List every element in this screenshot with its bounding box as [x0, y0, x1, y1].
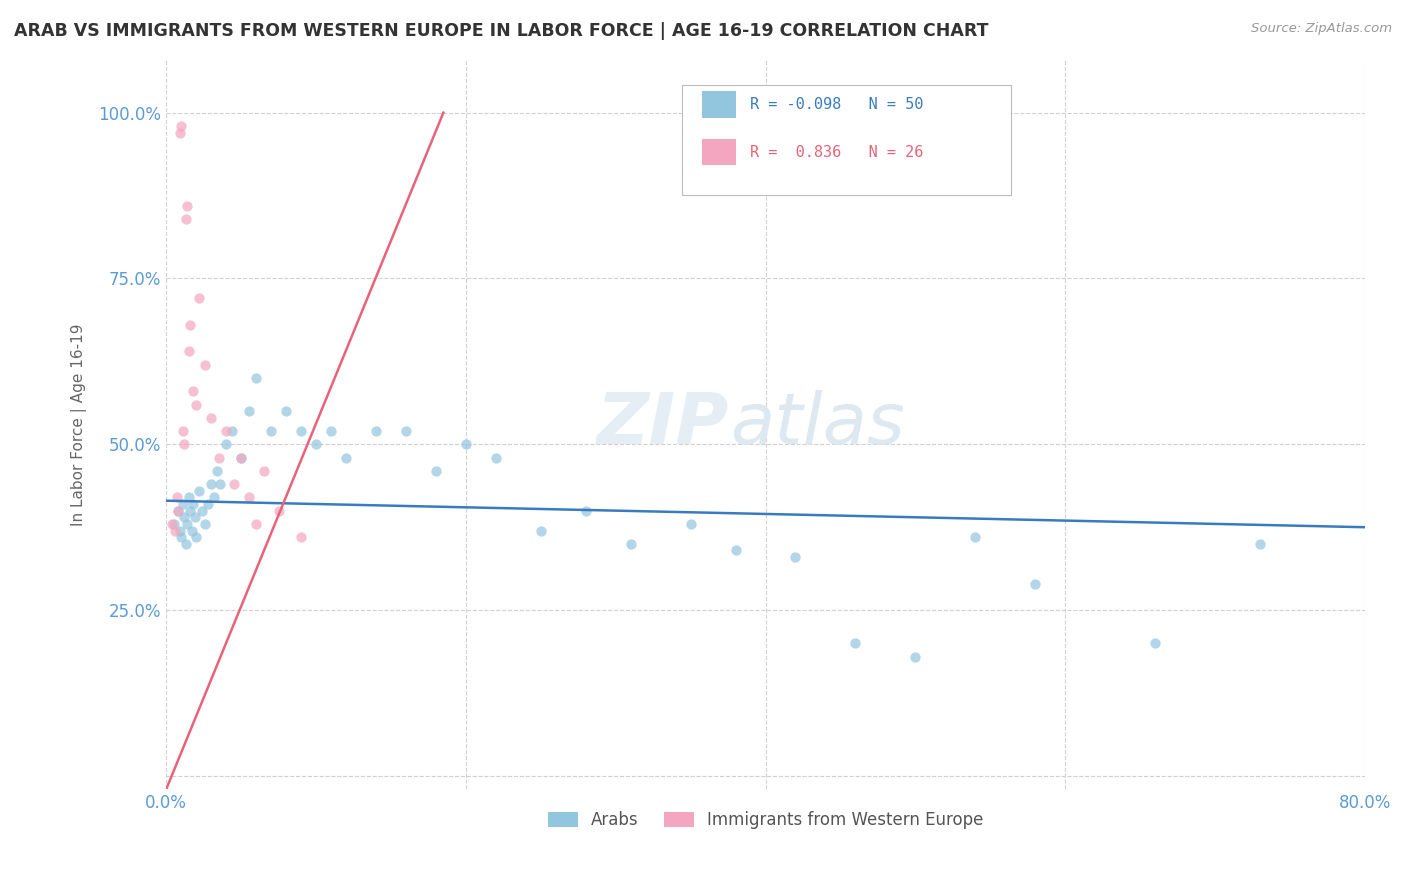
Text: R =  0.836   N = 26: R = 0.836 N = 26 [749, 145, 924, 160]
Point [188, 292, 211, 306]
Point [181, 497, 204, 511]
Point [238, 491, 260, 505]
Point [186, 397, 208, 411]
Point [179, 503, 201, 517]
Text: Source: ZipAtlas.com: Source: ZipAtlas.com [1251, 22, 1392, 36]
Point [183, 510, 205, 524]
Point [335, 450, 357, 465]
Point [965, 530, 987, 544]
Point [200, 410, 222, 425]
Point [163, 516, 186, 531]
Point [169, 524, 191, 538]
Point [173, 510, 195, 524]
Point [165, 524, 187, 538]
Point [679, 516, 702, 531]
Point [170, 119, 193, 133]
Point [174, 537, 197, 551]
Point [176, 198, 198, 212]
Point [215, 424, 238, 438]
Point [179, 318, 201, 332]
Point [454, 437, 477, 451]
Point [205, 464, 228, 478]
FancyBboxPatch shape [702, 91, 735, 118]
Point [200, 477, 222, 491]
Point [197, 497, 219, 511]
Point [274, 404, 297, 418]
Point [180, 524, 202, 538]
Point [245, 371, 267, 385]
Point [1024, 576, 1046, 591]
Point [167, 503, 190, 517]
Point [290, 424, 312, 438]
Point [252, 464, 274, 478]
Point [620, 537, 643, 551]
Point [229, 450, 252, 465]
Point [1144, 636, 1167, 650]
Point [173, 437, 195, 451]
Point [904, 649, 927, 664]
Point [181, 384, 204, 399]
Point [177, 344, 200, 359]
Point [319, 424, 342, 438]
Point [221, 424, 243, 438]
Point [174, 211, 197, 226]
Point [166, 491, 188, 505]
Point [176, 516, 198, 531]
Point [222, 477, 245, 491]
Point [290, 530, 312, 544]
Point [305, 437, 328, 451]
Point [245, 516, 267, 531]
Point [260, 424, 283, 438]
FancyBboxPatch shape [702, 139, 735, 165]
Point [844, 636, 866, 650]
Point [202, 491, 225, 505]
Legend: Arabs, Immigrants from Western Europe: Arabs, Immigrants from Western Europe [541, 805, 990, 836]
Point [724, 543, 747, 558]
Point [425, 464, 447, 478]
Point [785, 550, 807, 565]
Text: atlas: atlas [730, 390, 904, 458]
FancyBboxPatch shape [682, 85, 1011, 194]
Text: ZIP: ZIP [598, 390, 730, 458]
Point [186, 530, 208, 544]
Point [169, 126, 191, 140]
Point [160, 516, 183, 531]
Point [215, 437, 238, 451]
Point [1249, 537, 1271, 551]
Point [229, 450, 252, 465]
Point [167, 503, 190, 517]
Y-axis label: In Labor Force | Age 16-19: In Labor Force | Age 16-19 [72, 323, 87, 525]
Point [267, 503, 290, 517]
Point [191, 503, 214, 517]
Point [177, 491, 200, 505]
Point [395, 424, 418, 438]
Point [238, 404, 260, 418]
Point [172, 497, 194, 511]
Point [485, 450, 508, 465]
Point [209, 477, 232, 491]
Point [364, 424, 387, 438]
Point [530, 524, 553, 538]
Text: R = -0.098   N = 50: R = -0.098 N = 50 [749, 97, 924, 112]
Point [172, 424, 194, 438]
Point [170, 530, 193, 544]
Point [575, 503, 598, 517]
Point [188, 483, 211, 498]
Point [208, 450, 231, 465]
Point [194, 358, 217, 372]
Point [194, 516, 217, 531]
Text: ARAB VS IMMIGRANTS FROM WESTERN EUROPE IN LABOR FORCE | AGE 16-19 CORRELATION CH: ARAB VS IMMIGRANTS FROM WESTERN EUROPE I… [14, 22, 988, 40]
